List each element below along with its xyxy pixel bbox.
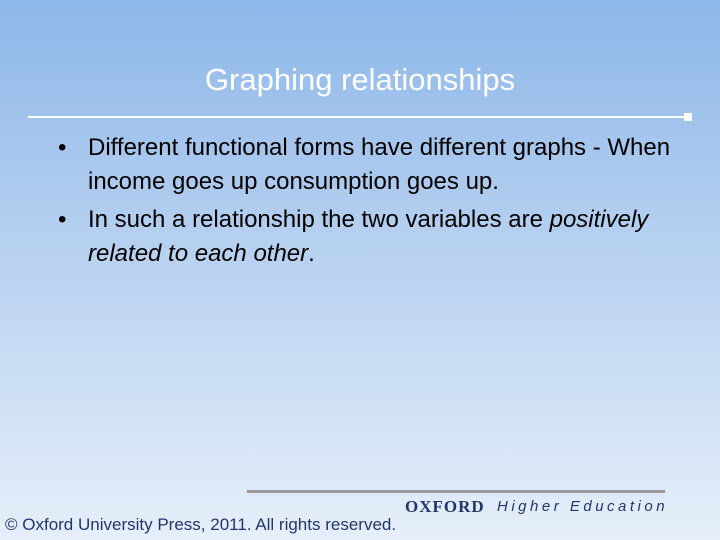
rule-end-square — [684, 113, 692, 121]
publisher-logo: OXFORD — [405, 497, 485, 516]
bullet-list: Different functional forms have differen… — [58, 131, 678, 275]
bullet: In such a relationship the two variables… — [58, 203, 678, 271]
title-rule — [28, 116, 686, 118]
footer-line — [247, 490, 665, 493]
publisher-division: Higher Education — [497, 498, 669, 515]
slide-title: Graphing relationships — [204, 62, 516, 97]
bullet-text: In such a relationship the two variables… — [88, 206, 543, 233]
bullet-text: Different functional forms have differen… — [88, 134, 671, 195]
copyright: © Oxford University Press, 2011. All rig… — [5, 515, 397, 534]
bullet: Different functional forms have differen… — [58, 131, 678, 199]
bullet-end: . — [308, 240, 315, 267]
bullet-emphasis: positively related to each other — [88, 206, 649, 267]
